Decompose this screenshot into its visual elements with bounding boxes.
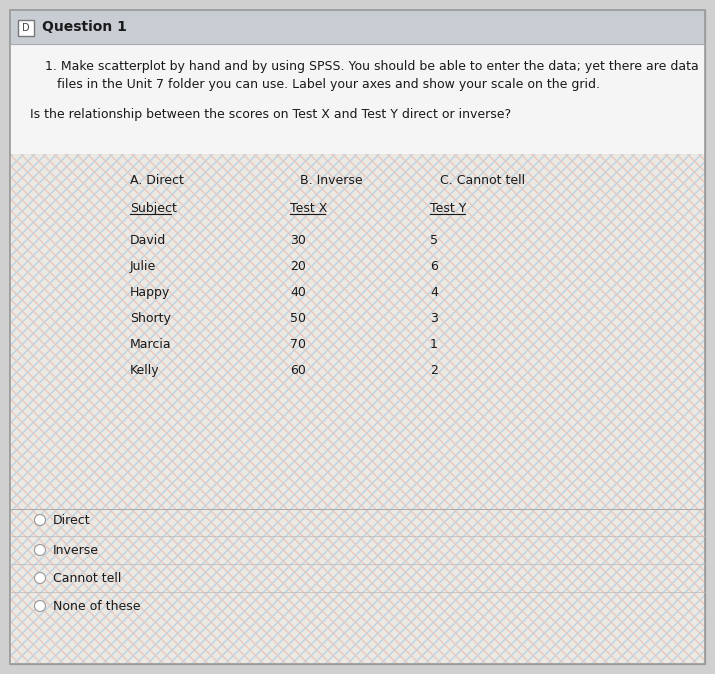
- Text: 20: 20: [290, 260, 306, 273]
- Text: Shorty: Shorty: [130, 312, 171, 325]
- Text: files in the Unit 7 folder you can use. Label your axes and show your scale on t: files in the Unit 7 folder you can use. …: [45, 78, 600, 91]
- FancyBboxPatch shape: [18, 20, 34, 36]
- Circle shape: [34, 545, 46, 555]
- Circle shape: [34, 601, 46, 611]
- Circle shape: [34, 572, 46, 584]
- Text: 3: 3: [430, 312, 438, 325]
- Text: D: D: [22, 23, 30, 33]
- Text: Test X: Test X: [290, 202, 327, 215]
- Text: 1. Make scatterplot by hand and by using SPSS. You should be able to enter the d: 1. Make scatterplot by hand and by using…: [45, 60, 699, 73]
- FancyBboxPatch shape: [10, 154, 705, 664]
- Text: Direct: Direct: [53, 514, 91, 526]
- Text: Question 1: Question 1: [42, 20, 127, 34]
- Text: 6: 6: [430, 260, 438, 273]
- Text: 50: 50: [290, 312, 306, 325]
- Text: Kelly: Kelly: [130, 364, 159, 377]
- Circle shape: [34, 514, 46, 526]
- Text: C. Cannot tell: C. Cannot tell: [440, 174, 525, 187]
- Text: Marcia: Marcia: [130, 338, 172, 351]
- Text: 2: 2: [430, 364, 438, 377]
- FancyBboxPatch shape: [10, 10, 705, 44]
- Text: 40: 40: [290, 286, 306, 299]
- Text: 60: 60: [290, 364, 306, 377]
- Text: Is the relationship between the scores on Test X and Test Y direct or inverse?: Is the relationship between the scores o…: [30, 108, 511, 121]
- Text: David: David: [130, 234, 167, 247]
- Text: 70: 70: [290, 338, 306, 351]
- Text: 5: 5: [430, 234, 438, 247]
- Text: Test Y: Test Y: [430, 202, 466, 215]
- Text: None of these: None of these: [53, 599, 141, 613]
- FancyBboxPatch shape: [10, 44, 705, 154]
- Text: Cannot tell: Cannot tell: [53, 572, 122, 584]
- Text: A. Direct: A. Direct: [130, 174, 184, 187]
- Text: B. Inverse: B. Inverse: [300, 174, 363, 187]
- Text: Julie: Julie: [130, 260, 157, 273]
- Text: Subject: Subject: [130, 202, 177, 215]
- FancyBboxPatch shape: [10, 10, 705, 664]
- Text: Happy: Happy: [130, 286, 170, 299]
- Text: 1: 1: [430, 338, 438, 351]
- Text: 4: 4: [430, 286, 438, 299]
- Text: Inverse: Inverse: [53, 543, 99, 557]
- Text: 30: 30: [290, 234, 306, 247]
